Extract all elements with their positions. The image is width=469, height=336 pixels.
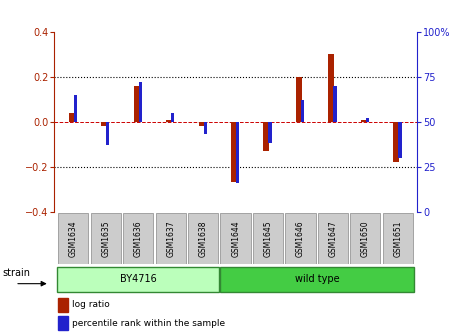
Text: GSM1647: GSM1647 xyxy=(328,220,338,257)
Bar xyxy=(361,120,367,122)
Bar xyxy=(139,82,142,122)
Bar xyxy=(333,86,337,122)
Text: GSM1651: GSM1651 xyxy=(393,220,402,257)
Text: GSM1650: GSM1650 xyxy=(361,220,370,257)
Bar xyxy=(328,54,334,122)
Bar xyxy=(171,113,174,122)
Text: BY4716: BY4716 xyxy=(120,275,157,284)
Bar xyxy=(264,122,269,151)
Bar xyxy=(58,213,88,264)
Bar xyxy=(318,213,348,264)
Text: percentile rank within the sample: percentile rank within the sample xyxy=(72,319,225,328)
Bar xyxy=(106,122,109,145)
Bar xyxy=(383,213,413,264)
Text: wild type: wild type xyxy=(295,275,340,284)
Text: GSM1638: GSM1638 xyxy=(199,220,208,257)
Bar xyxy=(393,122,399,162)
Bar xyxy=(398,122,401,158)
Text: GSM1645: GSM1645 xyxy=(264,220,272,257)
Bar xyxy=(123,213,153,264)
Bar xyxy=(236,122,239,183)
Bar xyxy=(58,317,68,331)
Bar xyxy=(366,118,369,122)
Text: GSM1646: GSM1646 xyxy=(296,220,305,257)
Text: GSM1644: GSM1644 xyxy=(231,220,240,257)
Text: GSM1634: GSM1634 xyxy=(69,220,78,257)
Text: GSM1636: GSM1636 xyxy=(134,220,143,257)
Bar xyxy=(57,266,219,292)
Bar xyxy=(91,213,121,264)
Bar xyxy=(268,122,272,143)
Bar xyxy=(134,86,139,122)
Bar xyxy=(156,213,186,264)
Bar xyxy=(231,122,237,182)
Text: GSM1637: GSM1637 xyxy=(166,220,175,257)
Bar xyxy=(166,120,172,122)
Text: GSM1635: GSM1635 xyxy=(101,220,110,257)
Bar xyxy=(220,213,250,264)
Bar xyxy=(350,213,380,264)
Bar xyxy=(58,298,68,312)
Bar xyxy=(198,122,204,126)
Bar xyxy=(101,122,107,126)
Bar xyxy=(296,77,302,122)
Bar xyxy=(69,113,75,122)
Bar xyxy=(285,213,316,264)
Bar xyxy=(188,213,218,264)
Text: strain: strain xyxy=(3,268,30,278)
Text: log ratio: log ratio xyxy=(72,300,110,309)
Bar xyxy=(220,266,414,292)
Bar xyxy=(301,100,304,122)
Bar xyxy=(253,213,283,264)
Bar xyxy=(204,122,207,134)
Bar xyxy=(74,95,77,122)
